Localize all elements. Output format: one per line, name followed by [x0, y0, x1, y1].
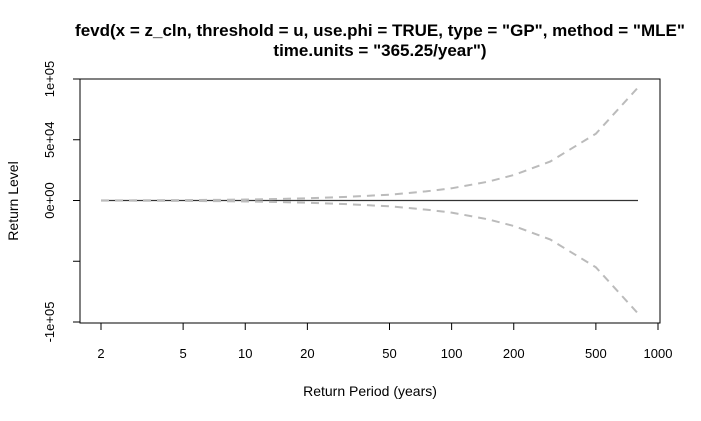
series-line-lower: [100, 199, 639, 315]
x-axis-label: Return Period (years): [303, 383, 437, 399]
series-line-upper: [100, 86, 639, 202]
plot-title: fevd(x = z_cln, threshold = u, use.phi =…: [75, 21, 685, 60]
x-tick-label: 50: [382, 346, 396, 361]
y-tick-label: 1e+05: [42, 61, 57, 98]
title-line-1: fevd(x = z_cln, threshold = u, use.phi =…: [75, 21, 685, 40]
title-line-2: time.units = "365.25/year"): [273, 41, 486, 60]
y-axis-label: Return Level: [5, 161, 21, 240]
x-tick-label: 5: [180, 346, 187, 361]
x-tick-label: 10: [238, 346, 252, 361]
y-tick-label: 0e+00: [42, 182, 57, 219]
y-tick-label: 5e+04: [42, 121, 57, 158]
x-tick-label: 20: [300, 346, 314, 361]
x-tick-label: 100: [441, 346, 463, 361]
y-tick-label: -1e+05: [42, 302, 57, 343]
x-tick-label: 500: [585, 346, 607, 361]
x-tick-label: 1000: [644, 346, 673, 361]
series-layer: [100, 86, 639, 315]
x-axis: 2 5 10 20 50 100 200 500 1000: [97, 322, 673, 361]
x-tick-label: 200: [503, 346, 525, 361]
y-axis: -1e+05 0e+00 5e+04 1e+05: [42, 61, 81, 343]
x-tick-label: 2: [97, 346, 104, 361]
